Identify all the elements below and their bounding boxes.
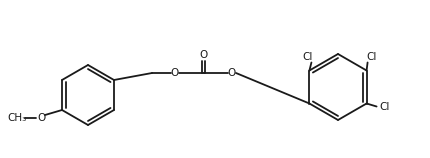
Text: Cl: Cl — [301, 52, 312, 63]
Text: Cl: Cl — [366, 52, 376, 63]
Text: O: O — [200, 50, 208, 60]
Text: CH₃: CH₃ — [7, 113, 27, 123]
Text: O: O — [227, 68, 236, 78]
Text: O: O — [37, 113, 45, 123]
Text: O: O — [170, 68, 179, 78]
Text: Cl: Cl — [378, 101, 389, 112]
